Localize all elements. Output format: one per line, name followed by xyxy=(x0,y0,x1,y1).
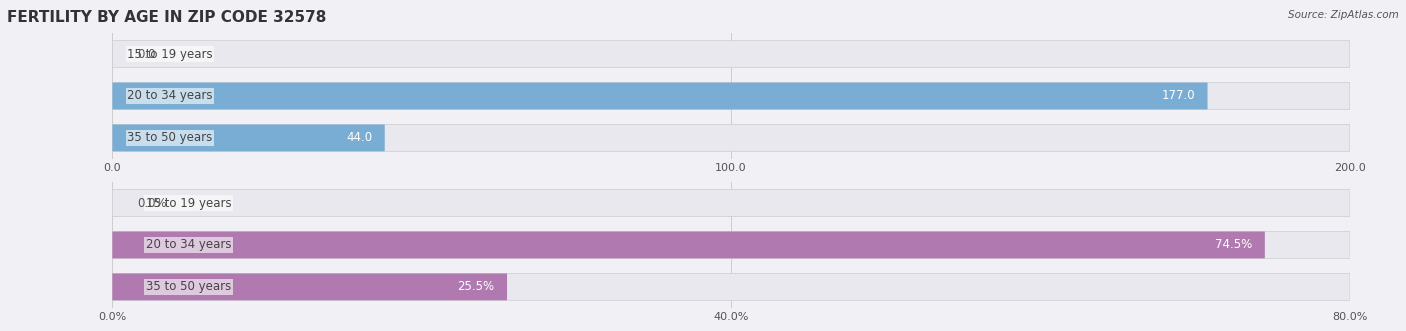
Text: 35 to 50 years: 35 to 50 years xyxy=(128,131,212,144)
FancyBboxPatch shape xyxy=(112,124,385,151)
FancyBboxPatch shape xyxy=(112,231,1265,259)
Text: 74.5%: 74.5% xyxy=(1215,238,1253,252)
Text: 0.0: 0.0 xyxy=(138,48,156,61)
FancyBboxPatch shape xyxy=(112,124,1350,151)
Text: FERTILITY BY AGE IN ZIP CODE 32578: FERTILITY BY AGE IN ZIP CODE 32578 xyxy=(7,10,326,25)
FancyBboxPatch shape xyxy=(112,82,1208,110)
Text: 15 to 19 years: 15 to 19 years xyxy=(146,197,232,210)
FancyBboxPatch shape xyxy=(112,231,1350,259)
FancyBboxPatch shape xyxy=(112,41,1350,68)
Text: 177.0: 177.0 xyxy=(1161,89,1195,103)
FancyBboxPatch shape xyxy=(112,190,1350,216)
FancyBboxPatch shape xyxy=(112,273,1350,300)
FancyBboxPatch shape xyxy=(112,273,508,300)
Text: Source: ZipAtlas.com: Source: ZipAtlas.com xyxy=(1288,10,1399,20)
Text: 0.0%: 0.0% xyxy=(138,197,167,210)
Text: 15 to 19 years: 15 to 19 years xyxy=(128,48,212,61)
Text: 44.0: 44.0 xyxy=(346,131,373,144)
Text: 20 to 34 years: 20 to 34 years xyxy=(146,238,232,252)
Text: 20 to 34 years: 20 to 34 years xyxy=(128,89,212,103)
Text: 25.5%: 25.5% xyxy=(457,280,495,293)
Text: 35 to 50 years: 35 to 50 years xyxy=(146,280,231,293)
FancyBboxPatch shape xyxy=(112,82,1350,110)
